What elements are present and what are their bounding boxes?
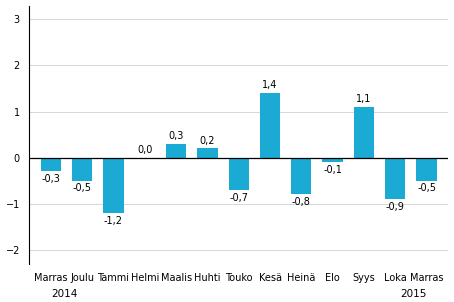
Bar — [385, 158, 405, 199]
Text: 2014: 2014 — [51, 289, 77, 299]
Text: 0,2: 0,2 — [200, 136, 215, 146]
Text: 0,0: 0,0 — [137, 145, 153, 155]
Bar — [41, 158, 61, 172]
Text: -0,9: -0,9 — [386, 202, 405, 212]
Text: 1,1: 1,1 — [356, 94, 372, 104]
Text: -0,1: -0,1 — [323, 165, 342, 175]
Bar — [72, 158, 92, 181]
Text: -0,7: -0,7 — [229, 193, 248, 203]
Bar — [104, 158, 123, 213]
Bar — [197, 148, 217, 158]
Bar — [322, 158, 343, 162]
Bar — [291, 158, 311, 194]
Bar — [416, 158, 437, 181]
Bar — [228, 158, 249, 190]
Bar — [354, 107, 374, 158]
Text: 2015: 2015 — [400, 289, 426, 299]
Text: 0,3: 0,3 — [168, 131, 184, 141]
Bar — [260, 93, 280, 158]
Text: -0,8: -0,8 — [292, 197, 311, 207]
Text: -0,5: -0,5 — [417, 183, 436, 193]
Text: -1,2: -1,2 — [104, 216, 123, 226]
Bar — [166, 144, 186, 158]
Text: -0,3: -0,3 — [41, 174, 60, 184]
Text: -0,5: -0,5 — [73, 183, 92, 193]
Text: 1,4: 1,4 — [262, 80, 278, 90]
